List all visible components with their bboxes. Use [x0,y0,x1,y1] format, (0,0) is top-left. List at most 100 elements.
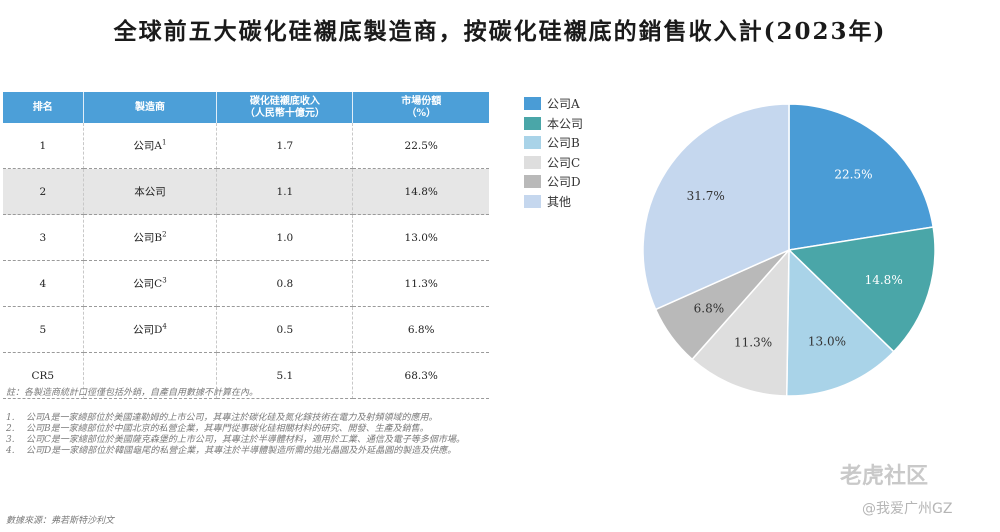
cell-share-text: 11.3% [404,277,438,290]
footnote-number: 2. [6,424,15,434]
legend-label: 公司D [547,175,581,190]
cell-revenue: 0.8 [216,260,354,307]
cell-rank: CR5 [3,352,84,399]
cell-revenue-text: 1.0 [276,231,294,244]
cell-revenue-text: 0.8 [276,277,294,290]
watermark-handle: @我爱广州GZ [862,501,953,517]
pie-data-label: 6.8% [694,302,725,316]
cell-rank: 1 [3,123,84,169]
chart-title: 全球前五大碳化硅襯底製造商，按碳化硅襯底的銷售收入計(2023年) [113,18,887,45]
legend-item: 公司B [524,133,583,153]
pie-data-label: 14.8% [865,273,903,287]
watermark-logo-text: 老虎社区 [840,464,929,489]
cell-revenue: 0.5 [216,306,354,353]
cell-maker: 公司D4 [83,306,218,353]
footnote-number: 4. [6,446,15,456]
cell-share: 11.3% [352,260,489,307]
cell-rank: 2 [3,168,84,215]
table-row: CR5 5.1 68.3% [3,352,489,399]
pie-data-label: 22.5% [834,167,872,181]
pie-slice [642,103,790,311]
cell-share: 6.8% [352,306,489,353]
legend-label: 其他 [547,194,572,209]
cell-share-text: 13.0% [404,231,438,244]
pie-data-label: 31.7% [687,189,725,203]
cell-share-text: 14.8% [404,185,438,198]
legend-swatch [524,175,541,189]
footnote-1: 1. 公司A是一家總部位於美國達勒姆的上市公司，其專注於碳化硅及氮化鎵技術在電力及… [6,413,526,424]
cell-revenue-text: 1.7 [276,139,294,152]
header-share-text: 市場份額 （%） [401,95,442,119]
pie-data-label: 13.0% [808,335,846,349]
cell-maker-text: 公司C [133,278,163,290]
pie-slice [788,103,935,251]
header-share: 市場份額 （%） [352,92,489,123]
footnote-3: 3. 公司C是一家總部位於美國薩克森堡的上市公司，其專注於半導體材料，適用於工業、… [6,435,526,446]
cell-maker-text: 公司B [133,232,163,244]
cell-maker-text: 公司A [133,140,163,152]
table-row: 3 公司B2 1.0 13.0% [3,214,489,261]
legend-swatch [524,136,541,150]
legend-item: 本公司 [524,114,583,134]
cell-revenue: 1.1 [216,168,354,215]
cell-maker: 公司C3 [83,260,218,307]
ranking-table: 排名 製造商 碳化硅襯底收入 （人民幣十億元） 市場份額 （%） 1 公司A1 1.… [3,92,489,399]
table-row: 1 公司A1 1.7 22.5% [3,123,489,169]
chart-legend: 公司A 本公司公司B 公司C 公司D 其他 [524,94,583,211]
cell-share-text: 6.8% [407,323,435,336]
pie-slice [691,247,790,397]
cell-rank: 3 [3,214,84,261]
pie-slice [785,248,895,397]
cell-revenue: 5.1 [216,352,354,399]
table-header-row: 排名 製造商 碳化硅襯底收入 （人民幣十億元） 市場份額 （%） [3,92,489,123]
cell-share: 22.5% [352,123,489,169]
table-row: 2 本公司 1.1 14.8% [3,168,489,215]
cell-rank-text: 2 [39,185,47,198]
cell-maker: 公司A1 [83,123,218,169]
header-revenue-text: 碳化硅襯底收入 （人民幣十億元） [244,95,325,119]
legend-swatch [524,155,541,169]
note-main: 註：各製造商統計口徑僅包括外銷，自產自用數據不計算在內。 [6,388,259,398]
header-maker: 製造商 [83,92,218,123]
pie-slice [787,226,936,353]
legend-item: 公司D [524,172,583,192]
footnote-text: 公司A是一家總部位於美國達勒姆的上市公司，其專注於碳化硅及氮化鎵技術在電力及射頻… [26,413,438,423]
legend-swatch [524,194,541,208]
cell-revenue-text: 5.1 [276,369,294,382]
cell-maker: 公司B2 [83,214,218,261]
cell-share: 14.8% [352,168,489,215]
cell-rank-text: 4 [39,277,47,290]
cell-maker-text: 本公司 [134,186,166,198]
footnote-marker: 2 [162,230,167,239]
table-row: 4 公司C3 0.8 11.3% [3,260,489,307]
header-revenue: 碳化硅襯底收入 （人民幣十億元） [216,92,354,123]
data-source: 數據來源：弗若斯特沙利文 [6,516,115,526]
cell-rank-text: 5 [39,323,47,336]
cell-share: 68.3% [352,352,489,399]
legend-swatch [524,97,541,111]
legend-label: 公司A [547,97,580,112]
table-row: 5 公司D4 0.5 6.8% [3,306,489,353]
footnote-number: 3. [6,435,15,445]
cell-revenue: 1.7 [216,123,354,169]
notes: 註：各製造商統計口徑僅包括外銷，自產自用數據不計算在內。 1. 公司A是一家總部位… [6,388,526,457]
footnote-text: 公司C是一家總部位於美國薩克森堡的上市公司，其專注於半導體材料，適用於工業、通信… [26,435,465,445]
legend-label: 公司C [547,155,581,170]
pie-data-label: 11.3% [734,336,772,350]
cell-rank-text: CR5 [31,369,55,382]
legend-label: 公司B [547,136,580,151]
cell-rank: 4 [3,260,84,307]
legend-item: 公司A [524,94,583,114]
header-rank: 排名 [3,92,84,123]
footnote-text: 公司B是一家總部位於中國北京的私營企業，其專門從事碳化硅相關材料的研究、開發、生… [26,424,429,434]
cell-rank: 5 [3,306,84,353]
footnote-text: 公司D是一家總部位於韓國龜尾的私營企業，其專注於半導體製造所需的拋光晶圓及外延晶… [26,446,457,456]
cell-revenue-text: 1.1 [276,185,294,198]
cell-rank-text: 3 [39,231,47,244]
footnote-marker: 3 [162,276,167,285]
cell-revenue-text: 0.5 [276,323,294,336]
legend-item: 其他 [524,192,583,212]
cell-maker: 本公司 [83,168,218,215]
legend-label: 本公司 [547,116,584,131]
